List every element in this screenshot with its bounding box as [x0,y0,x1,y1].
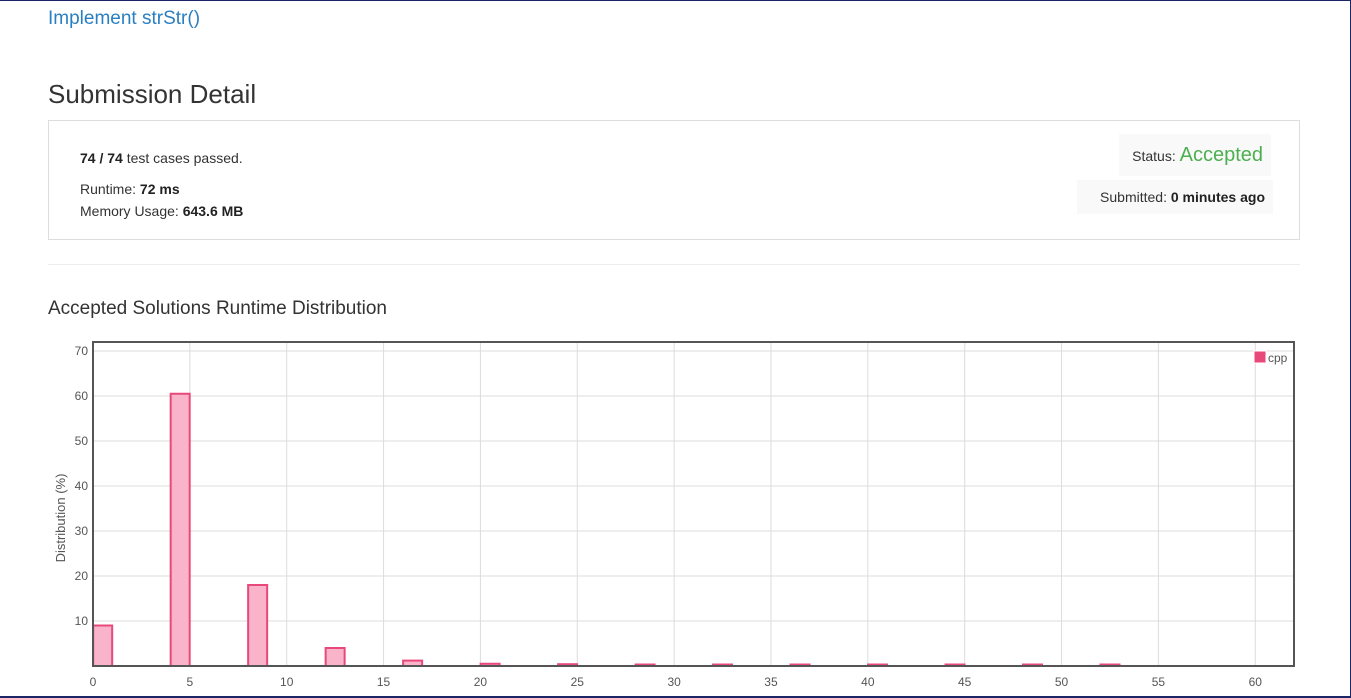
cases-total-count: 74 [107,150,123,166]
section-divider [48,264,1300,265]
x-tick-label: 40 [861,675,875,689]
submitted-box: Submitted: 0 minutes ago [1077,180,1273,214]
problem-title-link[interactable]: Implement strStr() [48,8,201,29]
x-tick-label: 15 [377,675,391,689]
y-tick-label: 30 [75,524,89,538]
submitted-label: Submitted: [1100,189,1171,205]
x-tick-label: 0 [90,675,97,689]
page-title: Submission Detail [48,79,257,109]
memory-row: Memory Usage: 643.6 MB [80,200,243,222]
y-tick-label: 40 [75,479,89,493]
chart-bar[interactable] [324,647,346,667]
x-tick-label: 50 [1055,675,1069,689]
x-tick-label: 30 [667,675,681,689]
y-tick-label: 50 [75,434,89,448]
chart-bar[interactable] [247,584,269,667]
runtime-label: Runtime: [80,181,140,197]
memory-label: Memory Usage: [80,203,183,219]
y-tick-label: 20 [75,569,89,583]
cases-suffix-text: test cases passed. [122,150,243,166]
legend-label-cpp[interactable]: cpp [1268,351,1288,365]
status-value: Accepted [1179,144,1263,166]
runtime-distribution-chart[interactable]: 0 5 10 15 20 25 30 35 40 45 50 55 60 10 20 30 40 50 60 70 Di… [40,330,1302,692]
runtime-row: Runtime: 72 ms [80,178,243,200]
submission-stats: 74 / 74 test cases passed. Runtime: 72 m… [80,147,243,222]
x-tick-label: 10 [280,675,294,689]
legend-swatch-cpp[interactable] [1253,350,1267,364]
x-tick-label: 55 [1152,675,1166,689]
cases-separator: / [95,150,108,166]
status-box: Status: Accepted [1119,134,1271,176]
y-tick-label: 70 [75,344,89,358]
plot-frame [92,341,1295,667]
x-tick-label: 35 [764,675,778,689]
x-tick-label: 20 [474,675,488,689]
y-axis-label: Distribution (%) [53,474,68,563]
submission-detail-panel: 74 / 74 test cases passed. Runtime: 72 m… [48,120,1300,240]
window-bottom-border [0,696,1351,698]
runtime-value: 72 ms [139,181,180,197]
x-tick-label: 45 [958,675,972,689]
x-tick-label: 25 [571,675,585,689]
chart-bar[interactable] [169,392,191,667]
status-label: Status: [1132,148,1180,164]
y-tick-label: 60 [75,389,89,403]
test-cases-summary: 74 / 74 test cases passed. [80,147,243,169]
window-top-border [0,0,1351,1]
x-tick-label: 5 [187,675,194,689]
x-tick-label: 60 [1249,675,1263,689]
cases-passed-count: 74 [80,150,96,166]
chart-title: Accepted Solutions Runtime Distribution [48,298,388,319]
submitted-value: 0 minutes ago [1170,189,1265,205]
chart-bar[interactable] [92,624,114,667]
y-tick-label: 10 [75,614,89,628]
memory-value: 643.6 MB [182,203,244,219]
